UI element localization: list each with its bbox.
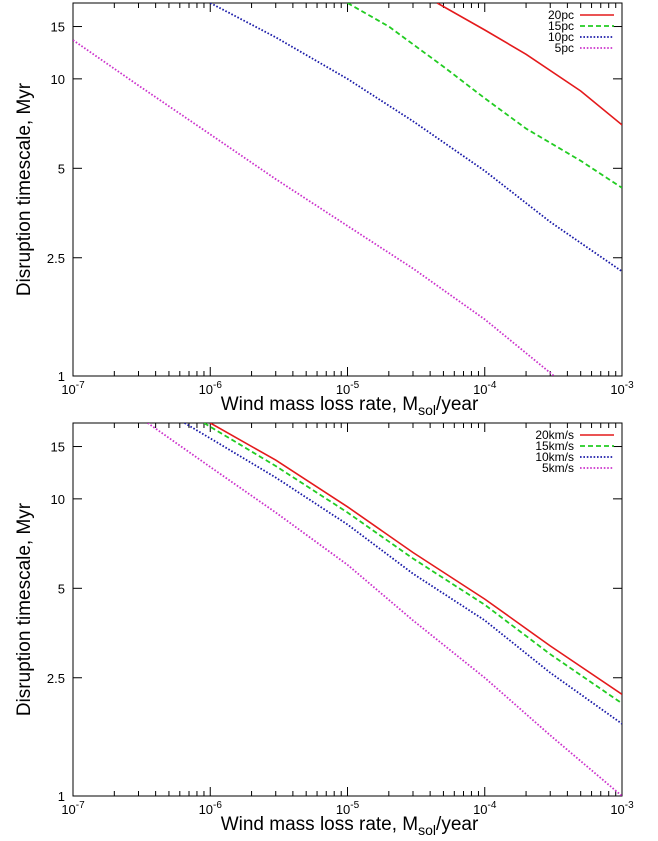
y-tick-label: 10 (51, 72, 65, 87)
x-tick-label: 10-7 (61, 380, 85, 397)
series-line-5km/s (147, 423, 622, 796)
legend-label: 10km/s (535, 450, 574, 464)
x-tick-label: 10-4 (473, 380, 497, 397)
legend-label: 20km/s (535, 428, 574, 442)
legend-label: 10pc (548, 30, 574, 44)
series-group (147, 423, 622, 796)
plot-frame (72, 2, 623, 377)
y-tick-label: 15 (51, 440, 65, 455)
y-tick-label: 1 (58, 369, 65, 384)
series-line-20km/s (209, 423, 622, 695)
plot-frame (72, 422, 623, 797)
x-tick-label: 10-3 (610, 800, 634, 817)
series-line-15pc (347, 3, 622, 189)
x-tick-label: 10-6 (199, 800, 223, 817)
series-group (73, 3, 622, 376)
legend-label: 5km/s (542, 461, 574, 475)
x-tick-label: 10-3 (610, 380, 634, 397)
y-tick-label: 2.5 (47, 251, 65, 266)
x-tick-label: 10-7 (61, 800, 85, 817)
series-line-5pc (73, 39, 555, 376)
x-tick-label: 10-5 (336, 380, 360, 397)
legend-label: 20pc (548, 8, 574, 22)
y-tick-label: 15 (51, 20, 65, 35)
series-line-20pc (436, 3, 622, 126)
x-axis-title: Wind mass loss rate, Msol/year (221, 814, 479, 838)
y-tick-label: 5 (58, 581, 65, 596)
y-tick-label: 1 (58, 789, 65, 804)
x-tick-label: 10-4 (473, 800, 497, 817)
x-axis-title: Wind mass loss rate, Msol/year (221, 394, 479, 418)
chart-panel-1: 10-7 10-6 10-5 10-4 10-3 1 2.5 5 10 15 20pc15pc10p… (14, 2, 634, 418)
series-line-10pc (209, 3, 622, 273)
y-axis-title: Disruption timescale, Myr (14, 502, 35, 716)
chart-panel-2: 10-7 10-6 10-5 10-4 10-3 1 2.5 5 10 15 20km/s15km/… (14, 422, 634, 838)
x-tick-label: 10-5 (336, 800, 360, 817)
legend-label: 5pc (555, 41, 574, 55)
y-tick-label: 10 (51, 492, 65, 507)
y-tick-label: 2.5 (47, 671, 65, 686)
series-line-10km/s (184, 423, 622, 725)
legend-label: 15pc (548, 19, 574, 33)
y-tick-label: 5 (58, 161, 65, 176)
legend-label: 15km/s (535, 439, 574, 453)
y-axis-title: Disruption timescale, Myr (14, 82, 35, 296)
x-tick-label: 10-6 (199, 380, 223, 397)
series-line-15km/s (203, 423, 622, 705)
